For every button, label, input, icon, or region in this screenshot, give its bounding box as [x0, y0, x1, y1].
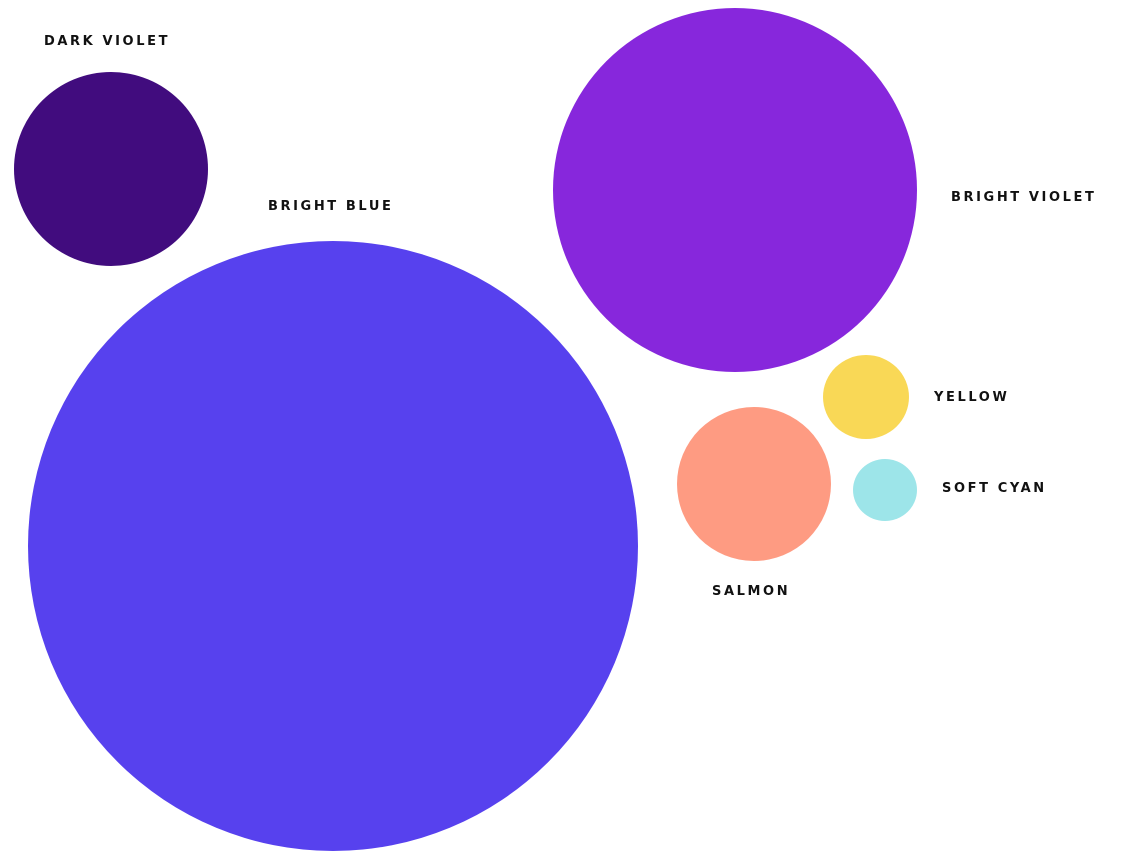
- yellow-label: YELLOW: [934, 390, 1010, 405]
- yellow-circle: [823, 355, 909, 439]
- soft-cyan-label: SOFT CYAN: [942, 481, 1047, 496]
- soft-cyan-circle: [853, 459, 917, 521]
- bright-blue-label: BRIGHT BLUE: [268, 199, 394, 214]
- bright-violet-circle: [553, 8, 917, 372]
- bright-violet-label: BRIGHT VIOLET: [951, 190, 1097, 205]
- dark-violet-label: DARK VIOLET: [44, 34, 171, 49]
- dark-violet-circle: [14, 72, 208, 266]
- salmon-circle: [677, 407, 831, 561]
- salmon-label: SALMON: [712, 584, 791, 599]
- bright-blue-circle: [28, 241, 638, 851]
